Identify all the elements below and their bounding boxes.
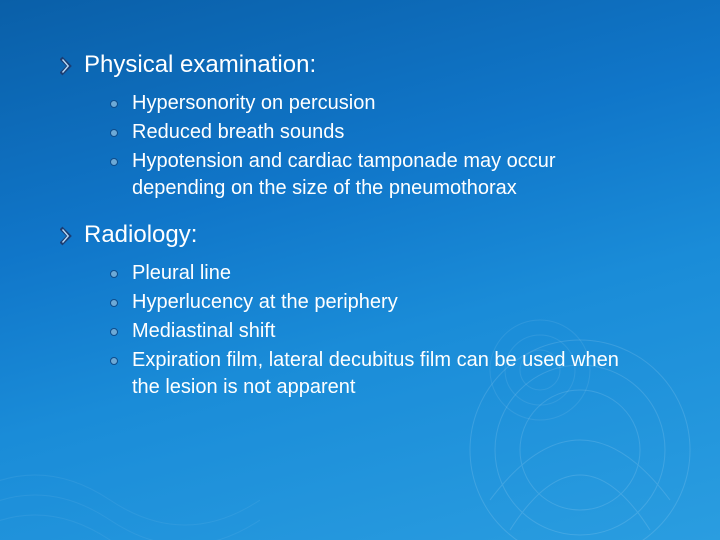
chevron-icon bbox=[60, 226, 74, 246]
slide-content: Physical examination: Hypersonority on p… bbox=[0, 0, 720, 459]
list-item: Hyperlucency at the periphery bbox=[110, 289, 660, 316]
list-item-text: Pleural line bbox=[132, 260, 231, 287]
list-item-text: Hyperlucency at the periphery bbox=[132, 289, 398, 316]
section-items: Hypersonority on percusion Reduced breat… bbox=[110, 90, 660, 202]
list-item: Mediastinal shift bbox=[110, 318, 660, 345]
section-header: Physical examination: bbox=[60, 50, 660, 80]
section-radiology: Radiology: Pleural line Hyperlucency at … bbox=[60, 220, 660, 401]
list-item-text: Reduced breath sounds bbox=[132, 119, 344, 146]
list-item-text: Hypotension and cardiac tamponade may oc… bbox=[132, 148, 652, 202]
bullet-icon bbox=[110, 129, 118, 137]
bullet-icon bbox=[110, 100, 118, 108]
list-item: Pleural line bbox=[110, 260, 660, 287]
list-item: Reduced breath sounds bbox=[110, 119, 660, 146]
list-item: Expiration film, lateral decubitus film … bbox=[110, 347, 660, 401]
list-item: Hypotension and cardiac tamponade may oc… bbox=[110, 148, 660, 202]
list-item-text: Hypersonority on percusion bbox=[132, 90, 375, 117]
section-physical-exam: Physical examination: Hypersonority on p… bbox=[60, 50, 660, 202]
bullet-icon bbox=[110, 270, 118, 278]
list-item-text: Mediastinal shift bbox=[132, 318, 275, 345]
list-item: Hypersonority on percusion bbox=[110, 90, 660, 117]
bullet-icon bbox=[110, 328, 118, 336]
section-header: Radiology: bbox=[60, 220, 660, 250]
chevron-icon bbox=[60, 56, 74, 76]
section-items: Pleural line Hyperlucency at the periphe… bbox=[110, 260, 660, 401]
section-title: Physical examination: bbox=[84, 50, 316, 80]
bullet-icon bbox=[110, 357, 118, 365]
bullet-icon bbox=[110, 299, 118, 307]
section-title: Radiology: bbox=[84, 220, 197, 250]
bullet-icon bbox=[110, 158, 118, 166]
list-item-text: Expiration film, lateral decubitus film … bbox=[132, 347, 652, 401]
